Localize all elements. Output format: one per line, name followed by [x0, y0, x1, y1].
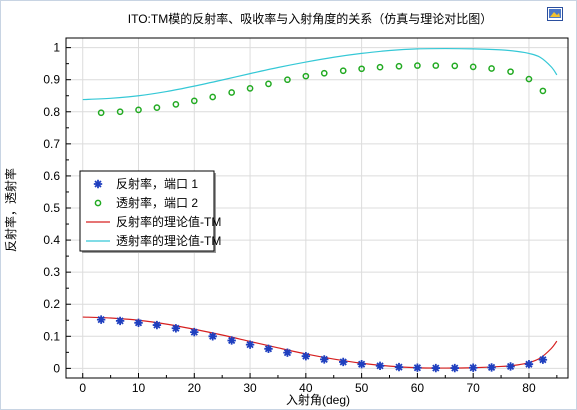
data-point-reflectance: [264, 344, 273, 354]
data-point-reflectance: [450, 363, 459, 373]
y-tick-label: 0.3: [43, 265, 60, 279]
y-tick-label: 0.6: [43, 169, 60, 183]
x-tick-label: 40: [299, 381, 313, 395]
chart-title: ITO:TM模的反射率、吸收率与入射角度的关系（仿真与理论对比图）: [128, 11, 492, 26]
data-point-reflectance: [190, 327, 199, 337]
x-tick-label: 80: [522, 381, 536, 395]
data-point-transmittance: [190, 97, 198, 105]
data-point-reflectance: [96, 315, 106, 324]
series-markers: [96, 62, 548, 373]
legend-swatch-1: [94, 199, 102, 207]
legend-label-3: 透射率的理论值-TM: [116, 233, 221, 248]
data-point-transmittance: [135, 106, 142, 114]
legend-swatch-0: [93, 179, 103, 189]
data-point-reflectance: [171, 324, 181, 333]
legend-box: [79, 170, 215, 252]
x-tick-label: 0: [79, 381, 86, 395]
y-tick-label: 0.1: [43, 329, 60, 343]
data-point-transmittance: [469, 63, 477, 71]
data-point-transmittance: [432, 62, 440, 69]
legend: 反射率，端口 1 透射率，端口 2 反射率的理论值-TM 透射率的理论值-TM: [79, 170, 221, 253]
data-point-transmittance: [284, 76, 291, 84]
x-tick-label: 30: [243, 381, 257, 395]
x-tick-label: 70: [466, 381, 480, 395]
data-point-reflectance: [208, 332, 217, 341]
data-point-reflectance: [339, 357, 348, 367]
y-axis-title: 反射率，透射率: [3, 168, 18, 252]
y-tick-label: 0.9: [43, 73, 60, 87]
y-tick-label: 0: [53, 361, 60, 375]
data-point-transmittance: [172, 101, 180, 108]
data-point-transmittance: [376, 63, 384, 71]
y-tick-label: 0.8: [43, 105, 60, 119]
data-point-reflectance: [524, 360, 534, 369]
series-line-3: [82, 47, 558, 101]
data-point-transmittance: [246, 85, 254, 92]
data-point-transmittance: [302, 72, 310, 80]
x-tick-label: 60: [411, 381, 425, 395]
data-point-reflectance: [468, 363, 478, 372]
y-tick-label: 0.7: [43, 137, 60, 151]
data-point-transmittance: [395, 62, 403, 70]
data-point-transmittance: [153, 104, 161, 111]
x-tick-label: 50: [355, 381, 369, 395]
x-axis-title: 入射角(deg): [286, 392, 350, 407]
data-point-reflectance: [115, 316, 125, 326]
data-point-reflectance: [245, 340, 255, 349]
data-point-reflectance: [320, 355, 329, 364]
data-point-transmittance: [507, 68, 514, 76]
data-point-reflectance: [227, 336, 236, 345]
x-tick-label: 20: [188, 381, 202, 395]
data-point-transmittance: [116, 108, 124, 116]
image-export-icon[interactable]: [547, 7, 563, 21]
data-point-transmittance: [228, 89, 236, 96]
data-point-reflectance: [301, 351, 311, 361]
y-tick-label: 0.4: [43, 233, 60, 247]
legend-label-2: 反射率的理论值-TM: [116, 214, 221, 229]
data-point-transmittance: [320, 69, 328, 77]
legend-label-1: 透射率，端口 2: [116, 195, 198, 210]
y-tick-label: 0.5: [43, 201, 60, 215]
data-point-transmittance: [265, 80, 272, 88]
data-point-reflectance: [152, 320, 162, 330]
data-point-reflectance: [134, 318, 143, 328]
data-point-transmittance: [488, 65, 495, 72]
y-axis: 0 0.1 0.2 0.3 0.4 0.5 0.6 0.7 0.8 0.9 1: [43, 41, 71, 375]
data-point-transmittance: [358, 65, 365, 73]
y-tick-label: 0.2: [43, 297, 60, 311]
data-point-reflectance: [506, 362, 515, 371]
data-point-reflectance: [538, 355, 548, 364]
data-point-reflectance: [357, 360, 366, 369]
data-point-reflectance: [431, 363, 441, 373]
data-point-transmittance: [414, 62, 421, 69]
data-point-reflectance: [283, 348, 292, 357]
y-tick-label: 1: [53, 41, 60, 55]
data-point-reflectance: [487, 363, 496, 372]
legend-label-0: 反射率，端口 1: [116, 176, 198, 191]
x-axis: 0 10 20 30 40 50 60 70 80: [79, 373, 558, 395]
data-point-transmittance: [525, 75, 533, 83]
data-point-reflectance: [413, 363, 422, 372]
x-tick-label: 10: [132, 381, 146, 395]
data-point-transmittance: [339, 67, 347, 75]
data-point-reflectance: [375, 361, 385, 371]
data-point-transmittance: [539, 87, 547, 95]
data-point-transmittance: [451, 62, 459, 70]
data-point-reflectance: [394, 362, 404, 372]
data-point-transmittance: [97, 109, 105, 117]
data-point-transmittance: [209, 93, 217, 101]
